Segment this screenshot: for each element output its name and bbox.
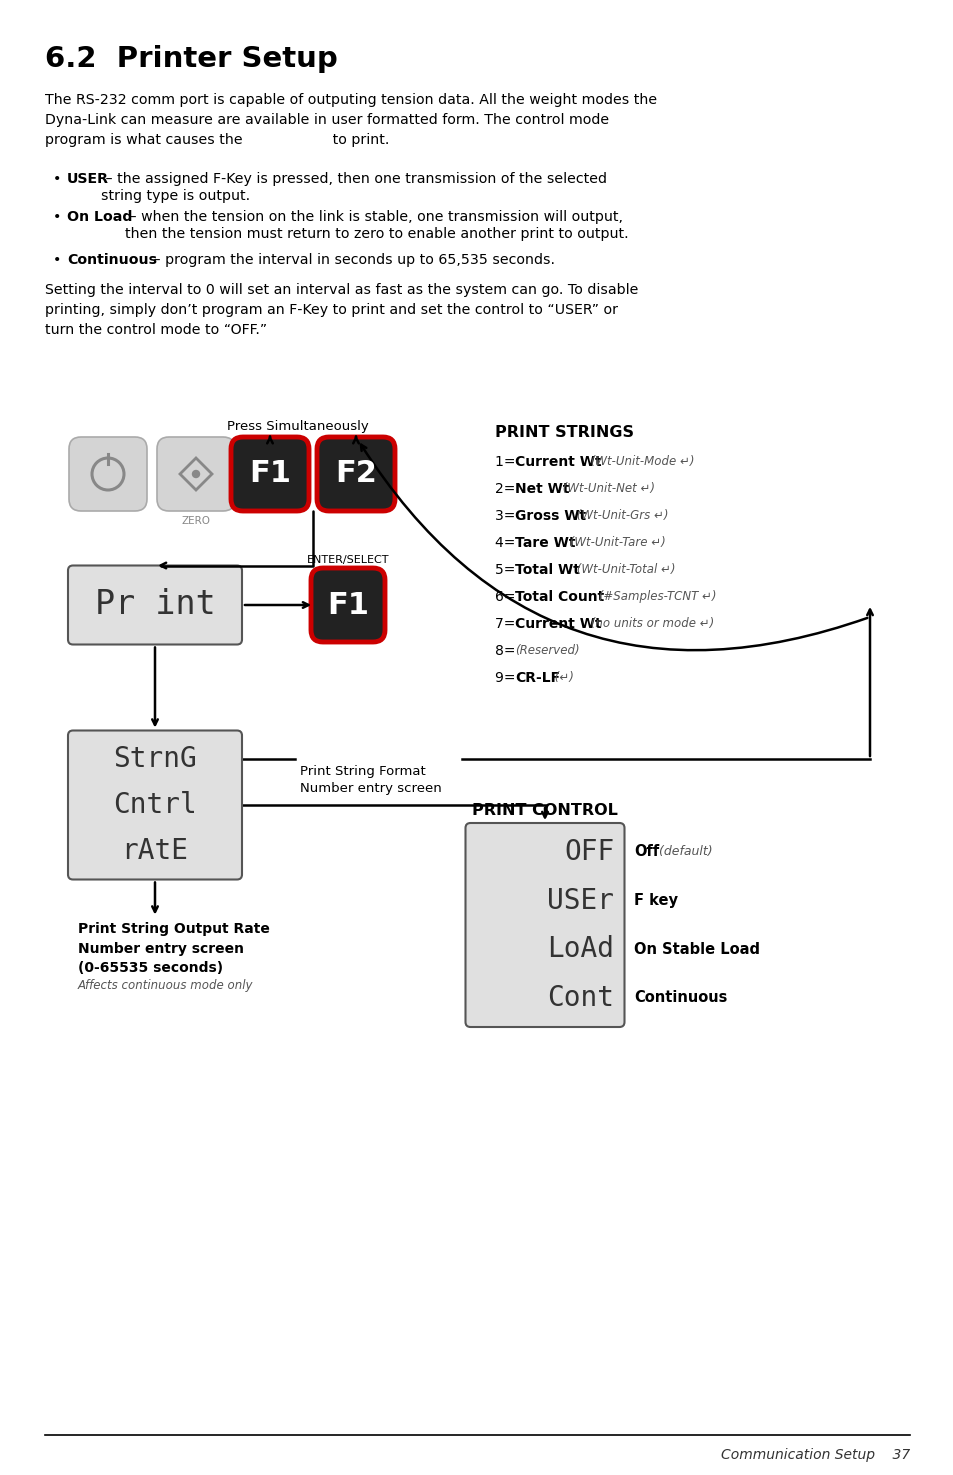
Text: Affects continuous mode only: Affects continuous mode only	[78, 979, 253, 993]
Text: (Wt-Unit-Net ↵): (Wt-Unit-Net ↵)	[558, 482, 654, 496]
FancyBboxPatch shape	[157, 437, 234, 510]
Text: – the assigned F-Key is pressed, then one transmission of the selected: – the assigned F-Key is pressed, then on…	[101, 173, 606, 186]
FancyBboxPatch shape	[68, 565, 242, 645]
FancyBboxPatch shape	[311, 568, 385, 642]
Text: Total Wt: Total Wt	[515, 563, 579, 577]
Text: rAtE: rAtE	[121, 836, 189, 864]
Text: then the tension must return to zero to enable another print to output.: then the tension must return to zero to …	[125, 227, 628, 240]
Text: USER: USER	[67, 173, 109, 186]
FancyBboxPatch shape	[316, 437, 395, 510]
Text: Print String Format: Print String Format	[299, 766, 425, 777]
Text: Current Wt: Current Wt	[515, 617, 601, 631]
Text: 5=: 5=	[495, 563, 519, 577]
Text: •: •	[53, 209, 61, 224]
Text: Press Simultaneously: Press Simultaneously	[227, 420, 369, 434]
Text: (Reserved): (Reserved)	[515, 645, 579, 656]
Text: (#Samples-TCNT ↵): (#Samples-TCNT ↵)	[594, 590, 716, 603]
Text: Number entry screen: Number entry screen	[78, 941, 244, 956]
Text: – when the tension on the link is stable, one transmission will output,: – when the tension on the link is stable…	[125, 209, 622, 224]
Text: 7=: 7=	[495, 617, 519, 631]
Text: (Wt-Unit-Grs ↵): (Wt-Unit-Grs ↵)	[573, 509, 668, 522]
Text: Communication Setup    37: Communication Setup 37	[720, 1448, 909, 1462]
Text: Cont: Cont	[547, 984, 614, 1012]
Text: Current Wt: Current Wt	[515, 454, 601, 469]
Text: F key: F key	[634, 894, 678, 909]
Text: ZERO: ZERO	[181, 516, 211, 527]
Text: (no units or mode ↵): (no units or mode ↵)	[587, 617, 714, 630]
Text: string type is output.: string type is output.	[101, 189, 250, 204]
Text: Setting the interval to 0 will set an interval as fast as the system can go. To : Setting the interval to 0 will set an in…	[45, 283, 638, 338]
Text: 2=: 2=	[495, 482, 519, 496]
Text: Gross Wt: Gross Wt	[515, 509, 586, 524]
Text: 4=: 4=	[495, 535, 519, 550]
Text: (Wt-Unit-Tare ↵): (Wt-Unit-Tare ↵)	[565, 535, 665, 549]
Text: (↵): (↵)	[551, 671, 574, 684]
Text: Net Wt: Net Wt	[515, 482, 569, 496]
Text: Continuous: Continuous	[67, 254, 157, 267]
FancyBboxPatch shape	[231, 437, 309, 510]
Text: – program the interval in seconds up to 65,535 seconds.: – program the interval in seconds up to …	[149, 254, 555, 267]
Text: The RS-232 comm port is capable of outputing tension data. All the weight modes : The RS-232 comm port is capable of outpu…	[45, 93, 657, 148]
Text: 8=: 8=	[495, 645, 519, 658]
Text: 6.2  Printer Setup: 6.2 Printer Setup	[45, 46, 337, 72]
Text: (default): (default)	[655, 845, 713, 858]
Text: 1=: 1=	[495, 454, 519, 469]
Text: Total Count: Total Count	[515, 590, 604, 603]
Text: Print String Output Rate: Print String Output Rate	[78, 922, 270, 937]
Text: F2: F2	[335, 460, 376, 488]
Text: (0-65535 seconds): (0-65535 seconds)	[78, 960, 223, 975]
FancyBboxPatch shape	[68, 730, 242, 879]
Text: Tare Wt: Tare Wt	[515, 535, 576, 550]
Circle shape	[193, 471, 199, 478]
Text: Number entry screen: Number entry screen	[299, 782, 441, 795]
Text: PRINT STRINGS: PRINT STRINGS	[495, 425, 634, 440]
Text: 9=: 9=	[495, 671, 519, 684]
Text: StrnG: StrnG	[113, 745, 196, 773]
Text: (Wt-Unit-Mode ↵): (Wt-Unit-Mode ↵)	[587, 454, 694, 468]
Text: OFF: OFF	[563, 838, 614, 866]
Text: Cntrl: Cntrl	[113, 791, 196, 819]
Text: (Wt-Unit-Total ↵): (Wt-Unit-Total ↵)	[573, 563, 675, 577]
Text: 6=: 6=	[495, 590, 519, 603]
Text: 3=: 3=	[495, 509, 519, 524]
Text: On Stable Load: On Stable Load	[634, 941, 760, 956]
FancyBboxPatch shape	[69, 437, 147, 510]
Text: F1: F1	[327, 590, 369, 620]
Text: •: •	[53, 254, 61, 267]
Text: Off: Off	[634, 845, 659, 860]
Text: PRINT CONTROL: PRINT CONTROL	[472, 802, 618, 819]
FancyBboxPatch shape	[465, 823, 624, 1027]
Text: •: •	[53, 173, 61, 186]
Text: Continuous: Continuous	[634, 991, 727, 1006]
Text: Pr int: Pr int	[94, 589, 215, 621]
Text: ENTER/SELECT: ENTER/SELECT	[307, 555, 389, 565]
Text: LoAd: LoAd	[547, 935, 614, 963]
Text: USEr: USEr	[547, 886, 614, 914]
Text: On Load: On Load	[67, 209, 132, 224]
Text: F1: F1	[249, 460, 291, 488]
Text: CR-LF: CR-LF	[515, 671, 560, 684]
